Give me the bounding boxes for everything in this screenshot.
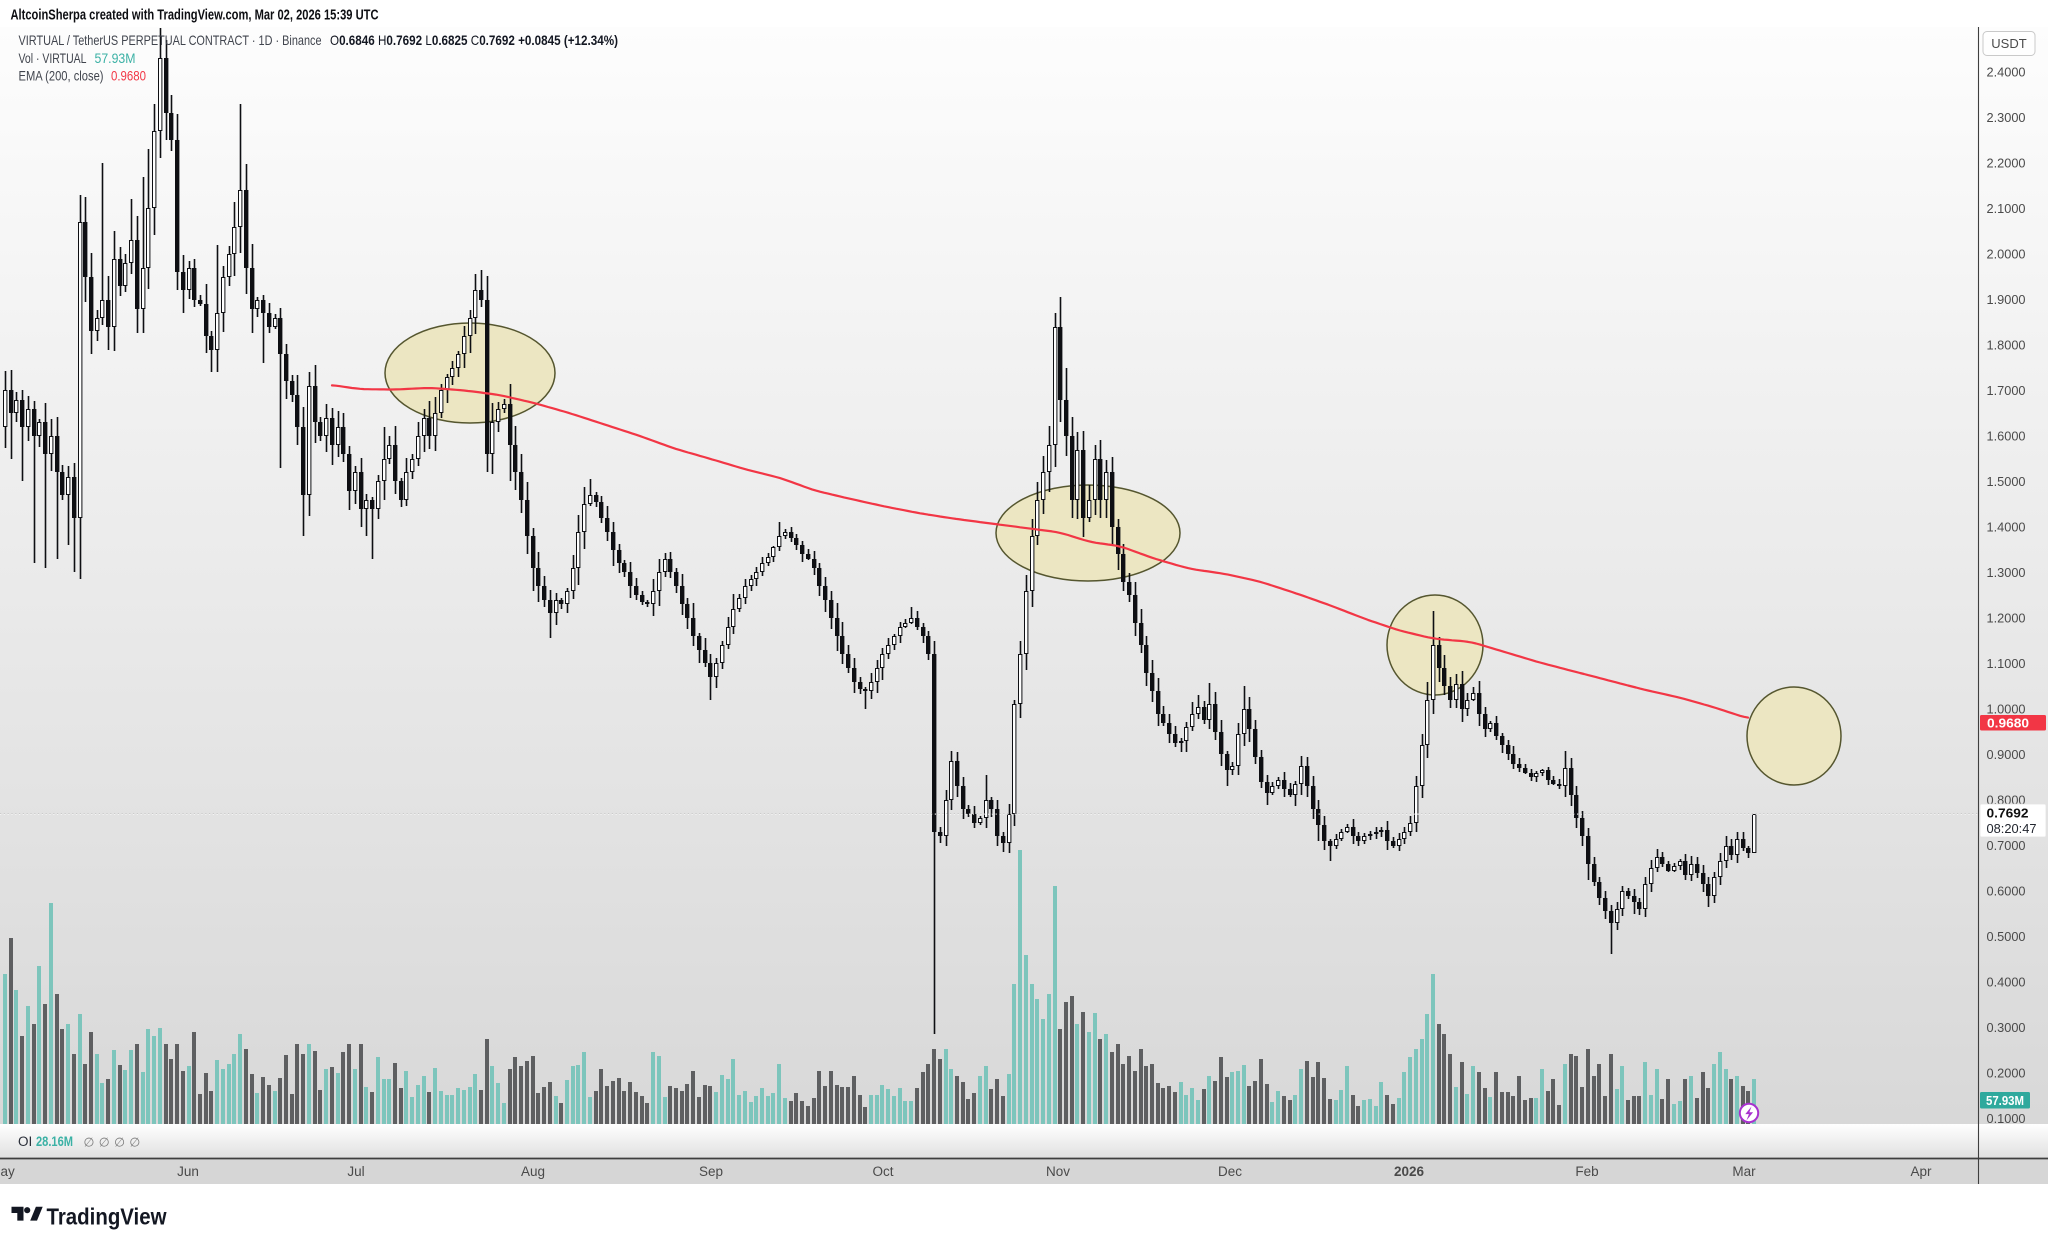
svg-text:0.4000: 0.4000 — [1987, 975, 2026, 990]
svg-text:0.3000: 0.3000 — [1987, 1020, 2026, 1035]
svg-text:∅: ∅ — [114, 1136, 125, 1150]
svg-text:Aug: Aug — [521, 1164, 545, 1179]
svg-text:Nov: Nov — [1046, 1164, 1070, 1179]
svg-text:Jul: Jul — [347, 1164, 364, 1179]
svg-text:0.2000: 0.2000 — [1987, 1066, 2026, 1081]
svg-text:08:20:47: 08:20:47 — [1987, 822, 2037, 836]
svg-text:1.7000: 1.7000 — [1987, 383, 2026, 398]
svg-text:Feb: Feb — [1575, 1164, 1598, 1179]
svg-text:57.93M: 57.93M — [1986, 1094, 2024, 1108]
svg-text:0.9000: 0.9000 — [1987, 747, 2026, 762]
svg-text:∅: ∅ — [84, 1136, 95, 1150]
svg-text:1.5000: 1.5000 — [1987, 474, 2026, 489]
svg-text:Oct: Oct — [872, 1164, 893, 1179]
svg-text:2.4000: 2.4000 — [1987, 65, 2026, 80]
svg-text:1.2000: 1.2000 — [1987, 611, 2026, 626]
svg-text:Mar: Mar — [1732, 1164, 1756, 1179]
svg-text:Sep: Sep — [699, 1164, 723, 1179]
svg-text:1.9000: 1.9000 — [1987, 292, 2026, 307]
svg-text:1.4000: 1.4000 — [1987, 520, 2026, 535]
svg-text:0.7692: 0.7692 — [1987, 806, 2029, 821]
svg-text:Jun: Jun — [177, 1164, 199, 1179]
svg-text:28.16M: 28.16M — [36, 1134, 73, 1149]
svg-text:1.6000: 1.6000 — [1987, 429, 2026, 444]
svg-text:∅: ∅ — [129, 1136, 140, 1150]
svg-text:May: May — [0, 1164, 15, 1179]
svg-text:0.9680: 0.9680 — [111, 69, 146, 84]
svg-text:EMA (200, close): EMA (200, close) — [19, 69, 104, 84]
svg-text:2.2000: 2.2000 — [1987, 156, 2026, 171]
svg-text:Dec: Dec — [1218, 1164, 1242, 1179]
svg-text:Apr: Apr — [1910, 1164, 1932, 1179]
svg-text:VIRTUAL / TetherUS PERPETUAL C: VIRTUAL / TetherUS PERPETUAL CONTRACT · … — [19, 33, 322, 48]
svg-text:2026: 2026 — [1394, 1164, 1425, 1179]
svg-text:Vol · VIRTUAL: Vol · VIRTUAL — [19, 51, 87, 66]
svg-text:0.6000: 0.6000 — [1987, 884, 2026, 899]
svg-text:1.0000: 1.0000 — [1987, 702, 2026, 717]
svg-text:AltcoinSherpa created with Tra: AltcoinSherpa created with TradingView.c… — [11, 8, 379, 24]
svg-text:57.93M: 57.93M — [95, 51, 136, 66]
svg-text:0.1000: 0.1000 — [1987, 1111, 2026, 1126]
svg-text:∅: ∅ — [99, 1136, 110, 1150]
svg-text:USDT: USDT — [1991, 36, 2026, 51]
svg-text:OI: OI — [18, 1134, 32, 1149]
svg-text:O0.6846 H0.7692 L0.6825 C0.769: O0.6846 H0.7692 L0.6825 C0.7692 +0.0845 … — [330, 33, 618, 48]
svg-text:0.7000: 0.7000 — [1987, 838, 2026, 853]
svg-text:1.3000: 1.3000 — [1987, 565, 2026, 580]
svg-text:TradingView: TradingView — [47, 1204, 167, 1230]
svg-text:0.9680: 0.9680 — [1987, 715, 2029, 730]
svg-text:2.1000: 2.1000 — [1987, 201, 2026, 216]
svg-text:2.0000: 2.0000 — [1987, 247, 2026, 262]
svg-text:1.8000: 1.8000 — [1987, 338, 2026, 353]
svg-text:1.1000: 1.1000 — [1987, 656, 2026, 671]
svg-text:2.3000: 2.3000 — [1987, 110, 2026, 125]
svg-text:0.5000: 0.5000 — [1987, 929, 2026, 944]
